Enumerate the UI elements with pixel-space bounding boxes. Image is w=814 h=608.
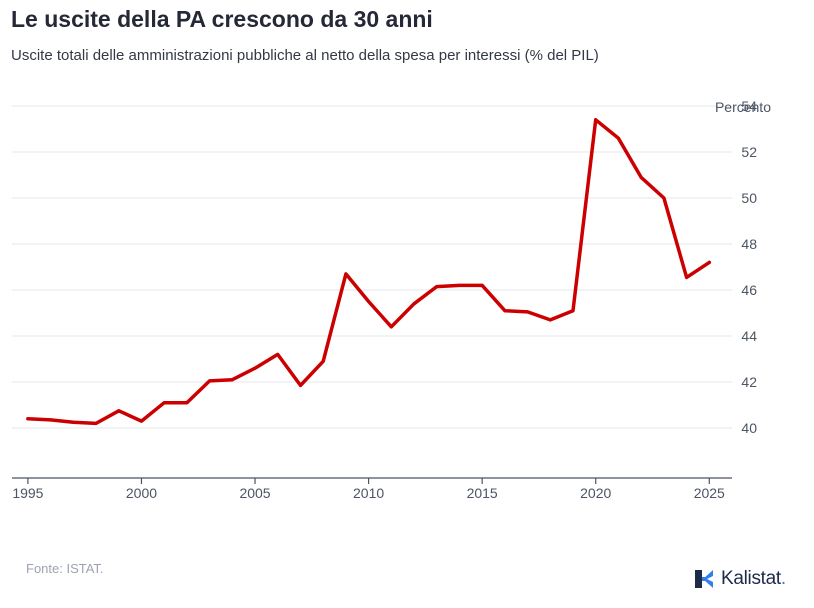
data-point [435,285,439,289]
y-tick-label: 48 [741,236,757,252]
data-point [412,302,416,306]
x-tick-label: 2010 [353,485,384,501]
x-tick-label: 2005 [239,485,270,501]
chart-title: Le uscite della PA crescono da 30 anni [11,6,433,32]
data-point [139,419,143,423]
brand-logo: Kalistat. [693,568,786,590]
data-point [389,325,393,329]
x-tick-label: 2025 [694,485,725,501]
data-point [457,283,461,287]
brand-name-text: Kalistat [721,568,781,589]
y-tick-label: 40 [741,420,757,436]
y-tick-label: 52 [741,144,757,160]
data-point [594,118,598,122]
chart-subtitle: Uscite totali delle amministrazioni pubb… [11,47,599,64]
data-point [685,275,689,279]
y-tick-label: 46 [741,282,757,298]
data-point [548,318,552,322]
x-tick-label: 2015 [467,485,498,501]
data-point [94,421,98,425]
data-point [367,300,371,303]
data-point [480,283,484,287]
data-point [71,420,75,424]
data-point [571,309,575,313]
series-line-0 [26,118,712,426]
kalistat-logo-icon [695,570,713,588]
data-point [276,352,280,356]
data-point [298,383,302,387]
data-point [662,196,666,200]
data-point [503,309,507,313]
data-point [230,378,234,382]
data-point [162,401,166,405]
data-point [185,401,189,405]
data-point [253,366,257,370]
source-note: Fonte: ISTAT. [26,561,104,576]
data-point [616,136,620,140]
data-point [49,418,53,422]
data-point [707,260,711,264]
y-tick-label: 42 [741,374,757,390]
y-tick-label: 54 [741,98,757,114]
data-point [208,379,212,383]
data-point [117,409,121,413]
y-axis-label: Percento [715,99,771,115]
brand-name-dot: . [780,568,786,589]
y-tick-label: 44 [741,328,757,344]
x-tick-label: 1995 [12,485,43,501]
y-tick-label: 50 [741,190,757,206]
x-tick-label: 2020 [580,485,611,501]
data-point [26,417,30,421]
data-point [526,310,530,314]
data-point [639,175,643,179]
data-point [321,359,325,363]
brand-name: Kalistat. [721,568,786,590]
x-tick-label: 2000 [126,485,157,501]
data-point [344,272,348,276]
